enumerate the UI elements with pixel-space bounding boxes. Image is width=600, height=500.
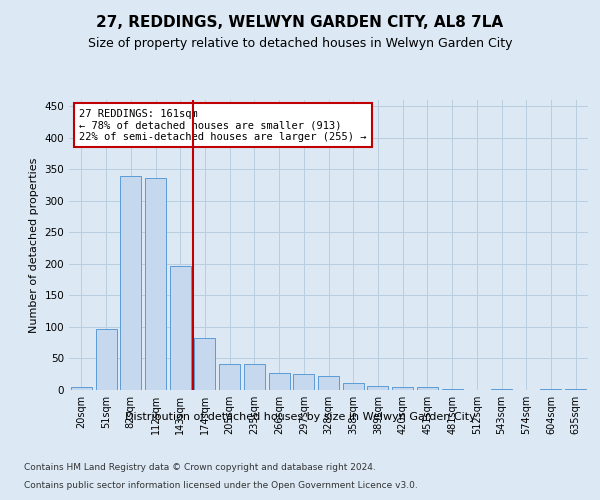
Text: Contains HM Land Registry data © Crown copyright and database right 2024.: Contains HM Land Registry data © Crown c… [24, 462, 376, 471]
Bar [392, 388, 413, 390]
Bar [145, 178, 166, 390]
Bar [293, 374, 314, 390]
Text: 27, REDDINGS, WELWYN GARDEN CITY, AL8 7LA: 27, REDDINGS, WELWYN GARDEN CITY, AL8 7L… [97, 15, 503, 30]
Bar [194, 338, 215, 390]
Bar [120, 176, 141, 390]
Text: Distribution of detached houses by size in Welwyn Garden City: Distribution of detached houses by size … [125, 412, 475, 422]
Bar [71, 387, 92, 390]
Bar [343, 383, 364, 390]
Bar [269, 373, 290, 390]
Text: 27 REDDINGS: 161sqm
← 78% of detached houses are smaller (913)
22% of semi-detac: 27 REDDINGS: 161sqm ← 78% of detached ho… [79, 108, 367, 142]
Bar [318, 376, 339, 390]
Bar [367, 386, 388, 390]
Bar [244, 364, 265, 390]
Bar [219, 364, 240, 390]
Y-axis label: Number of detached properties: Number of detached properties [29, 158, 39, 332]
Text: Size of property relative to detached houses in Welwyn Garden City: Size of property relative to detached ho… [88, 38, 512, 51]
Text: Contains public sector information licensed under the Open Government Licence v3: Contains public sector information licen… [24, 481, 418, 490]
Bar [95, 329, 116, 390]
Bar [417, 387, 438, 390]
Bar [170, 266, 191, 390]
